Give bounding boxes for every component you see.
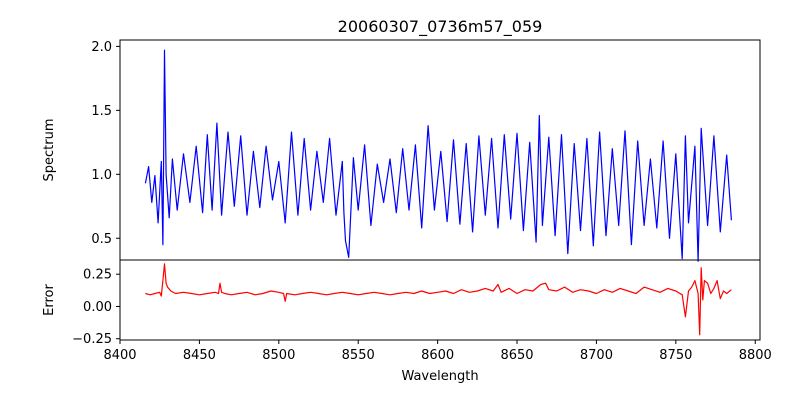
x-axis-label: Wavelength xyxy=(401,369,478,384)
spectrum-y-ticks: 0.5 1.0 1.5 2.0 xyxy=(91,40,120,247)
figure-title: 20060307_0736m57_059 xyxy=(338,17,543,37)
error-y-label: Error xyxy=(42,284,57,316)
error-line xyxy=(145,263,732,336)
error-x-tick-label: 8600 xyxy=(421,348,454,363)
error-y-tick-label: −0.25 xyxy=(72,332,112,347)
spectrum-y-label: Spectrum xyxy=(42,119,57,182)
error-x-tick-label: 8800 xyxy=(739,348,772,363)
error-x-ticks: 8400 8450 8500 8550 8600 8650 8700 8750 8800 xyxy=(103,340,772,363)
spectrum-y-tick-label: 1.5 xyxy=(91,104,112,119)
error-x-tick-label: 8650 xyxy=(500,348,533,363)
spectrum-y-tick-label: 1.0 xyxy=(91,168,112,183)
error-x-tick-label: 8500 xyxy=(262,348,295,363)
error-x-tick-label: 8400 xyxy=(103,348,136,363)
error-y-tick-label: 0.00 xyxy=(83,300,112,315)
error-x-tick-label: 8450 xyxy=(183,348,216,363)
error-x-tick-label: 8550 xyxy=(342,348,375,363)
error-x-tick-label: 8750 xyxy=(659,348,692,363)
error-plot-area xyxy=(119,259,761,341)
error-x-tick-label: 8700 xyxy=(580,348,613,363)
error-panel: −0.25 0.00 0.25 8400 8450 8500 8550 8600 8650 87… xyxy=(42,259,772,363)
spectrum-y-tick-label: 2.0 xyxy=(91,40,112,55)
spectrum-y-tick-label: 0.5 xyxy=(91,232,112,247)
error-y-tick-label: 0.25 xyxy=(83,268,112,283)
spectrum-line xyxy=(144,49,732,262)
error-y-ticks: −0.25 0.00 0.25 xyxy=(72,268,120,347)
